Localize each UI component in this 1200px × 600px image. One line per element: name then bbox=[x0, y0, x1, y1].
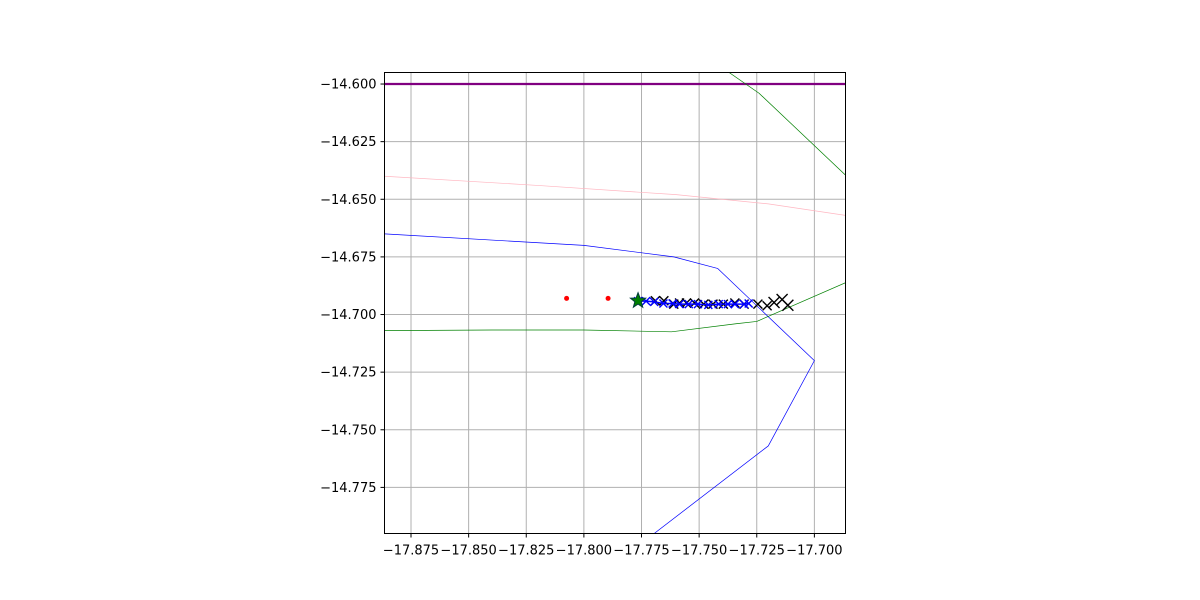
x-tick-label: −17.725 bbox=[729, 544, 785, 559]
x-marker bbox=[675, 299, 685, 309]
point-marker bbox=[564, 295, 570, 301]
y-axis: −14.600 −14.625 −14.650 −14.675 −14.700 −14.7… bbox=[320, 78, 385, 496]
series-layer bbox=[384, 72, 846, 534]
x-marker bbox=[714, 299, 724, 309]
point-marker bbox=[605, 295, 611, 301]
y-tick-label: −14.650 bbox=[320, 193, 376, 208]
x-marker bbox=[729, 298, 740, 308]
x-marker bbox=[723, 299, 733, 309]
x-axis: −17.875 −17.850 −17.825 −17.800 −17.775 −17.7… bbox=[383, 533, 843, 559]
y-tick-label: −14.700 bbox=[320, 308, 376, 323]
x-marker bbox=[684, 299, 694, 309]
series-line-4 bbox=[384, 282, 846, 333]
x-marker bbox=[744, 298, 754, 308]
x-marker bbox=[781, 299, 794, 312]
x-tick-label: −17.800 bbox=[556, 544, 612, 559]
x-tick-label: −17.700 bbox=[786, 544, 842, 559]
x-marker bbox=[658, 298, 668, 308]
y-tick-label: −14.725 bbox=[320, 366, 376, 381]
x-marker bbox=[768, 296, 781, 309]
x-tick-label: −17.775 bbox=[613, 544, 669, 559]
plot-frame bbox=[384, 72, 846, 534]
series-line-3 bbox=[384, 233, 815, 534]
y-tick-label: −14.750 bbox=[320, 423, 376, 438]
series-line-2 bbox=[384, 175, 846, 216]
plot-area bbox=[384, 72, 846, 534]
x-marker bbox=[703, 300, 713, 310]
series-line-8 bbox=[638, 300, 749, 306]
star-marker bbox=[629, 291, 648, 309]
x-marker bbox=[693, 299, 703, 309]
series-line-1 bbox=[728, 72, 846, 176]
x-tick-label: −17.750 bbox=[671, 544, 727, 559]
x-marker bbox=[649, 297, 659, 307]
y-tick-label: −14.775 bbox=[320, 481, 376, 496]
x-marker bbox=[762, 300, 773, 311]
x-marker bbox=[730, 299, 740, 309]
x-marker bbox=[752, 299, 763, 310]
y-tick-label: −14.600 bbox=[320, 78, 376, 93]
x-tick-label: −17.850 bbox=[440, 544, 496, 559]
x-marker bbox=[681, 298, 692, 308]
x-tick-label: −17.825 bbox=[498, 544, 554, 559]
y-tick-label: −14.625 bbox=[320, 135, 376, 150]
x-tick-label: −17.875 bbox=[383, 544, 439, 559]
y-tick-label: −14.675 bbox=[320, 250, 376, 265]
